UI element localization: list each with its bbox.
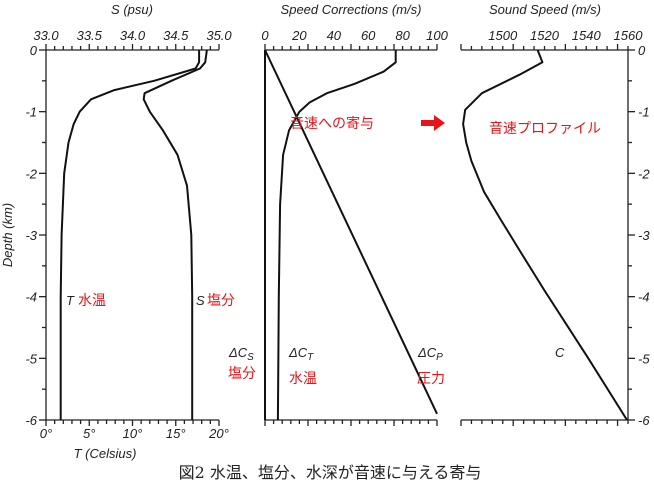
temperature-axis-tick-label: 20° bbox=[208, 426, 229, 441]
corrections-top-axis-tick-label: 40 bbox=[327, 28, 342, 43]
depth-axis-right-tick-label: -5 bbox=[638, 351, 650, 366]
depth-axis-left-tick-label: -3 bbox=[25, 228, 37, 243]
temperature-curve bbox=[59, 50, 201, 420]
profile-annotation: 音速プロファイル bbox=[489, 120, 601, 137]
c-series-label: C bbox=[555, 345, 565, 360]
depth-axis-left-tick-label: -5 bbox=[25, 351, 37, 366]
depth-axis-right-tick-label: -3 bbox=[638, 228, 650, 243]
salinity-axis-tick-label: 33.0 bbox=[33, 28, 59, 43]
panel-temperature-salinity: 33.0 33.5 34.0 34.5 35.0 0° 5° 10° 15° 20° 0 -1 -2 -3… bbox=[25, 28, 232, 441]
contribution-annotation: 音速への寄与 bbox=[290, 115, 374, 132]
t-series-label: T bbox=[66, 293, 75, 308]
corrections-top-axis-tick-label: 60 bbox=[361, 28, 376, 43]
salinity-axis-tick-label: 33.5 bbox=[77, 28, 103, 43]
salinity-axis-title: S (psu) bbox=[111, 2, 153, 17]
sound-speed-tick-label: 1500 bbox=[488, 28, 518, 43]
sound-speed-title: Sound Speed (m/s) bbox=[489, 2, 601, 17]
salinity-axis-tick-label: 34.5 bbox=[163, 28, 189, 43]
depth-axis-right-tick-label: -2 bbox=[638, 166, 650, 181]
corrections-top-axis-tick-label: 100 bbox=[426, 28, 448, 43]
depth-axis-left-tick-label: -4 bbox=[25, 290, 37, 305]
speed-corrections-title: Speed Corrections (m/s) bbox=[281, 2, 422, 17]
s-series-label-jp: 塩分 bbox=[207, 293, 235, 309]
depth-axis-right-tick-label: -6 bbox=[638, 413, 650, 428]
delta-cs-label-jp: 塩分 bbox=[228, 366, 256, 382]
temperature-axis-tick-label: 5° bbox=[83, 426, 95, 441]
corrections-top-axis-tick-label: 0 bbox=[261, 28, 269, 43]
salinity-curve bbox=[142, 49, 208, 420]
temperature-axis-tick-label: 0° bbox=[40, 426, 52, 441]
depth-axis-left-tick-label: -1 bbox=[25, 105, 37, 120]
depth-axis-right-tick-label: -1 bbox=[638, 105, 650, 120]
depth-axis-left-tick-label: 0 bbox=[30, 43, 38, 58]
depth-axis-right-tick-label: -4 bbox=[638, 290, 650, 305]
delta-ct-label: ΔCT bbox=[288, 345, 314, 363]
corrections-top-axis-tick-label: 20 bbox=[291, 28, 307, 43]
sound-speed-tick-label: 1560 bbox=[614, 28, 644, 43]
panel-speed-corrections: 0 20 40 60 80 100 bbox=[261, 28, 449, 426]
depth-axis-title: Depth (km) bbox=[0, 203, 15, 267]
salinity-axis-tick-label: 34.0 bbox=[120, 28, 146, 43]
delta-cp-label: ΔCP bbox=[417, 345, 443, 363]
red-arrow-icon bbox=[421, 115, 445, 131]
temperature-axis-tick-label: 10° bbox=[123, 426, 143, 441]
delta-cp-label-jp: 圧力 bbox=[417, 371, 445, 387]
delta-cp-curve bbox=[264, 49, 438, 415]
delta-cs-label: ΔCS bbox=[228, 345, 254, 363]
s-series-label: S bbox=[196, 293, 205, 308]
depth-axis-left-tick-label: -2 bbox=[25, 166, 37, 181]
sound-speed-tick-label: 1520 bbox=[530, 28, 560, 43]
depth-axis-left-tick-label: -6 bbox=[25, 413, 37, 428]
temperature-axis-tick-label: 15° bbox=[166, 426, 186, 441]
delta-ct-label-jp: 水温 bbox=[289, 371, 317, 387]
depth-axis-right-tick-label: 0 bbox=[638, 43, 646, 58]
corrections-top-axis-tick-label: 80 bbox=[395, 28, 410, 43]
t-series-label-jp: 水温 bbox=[78, 293, 106, 309]
sound-speed-curve bbox=[462, 49, 628, 421]
temperature-axis-title: T (Celsius) bbox=[74, 446, 137, 461]
delta-ct-curve bbox=[276, 50, 397, 421]
salinity-axis-tick-label: 35.0 bbox=[206, 28, 232, 43]
figure-caption: 図2 水温、塩分、水深が音速に与える寄与 bbox=[179, 463, 482, 482]
sound-speed-tick-label: 1540 bbox=[572, 28, 602, 43]
